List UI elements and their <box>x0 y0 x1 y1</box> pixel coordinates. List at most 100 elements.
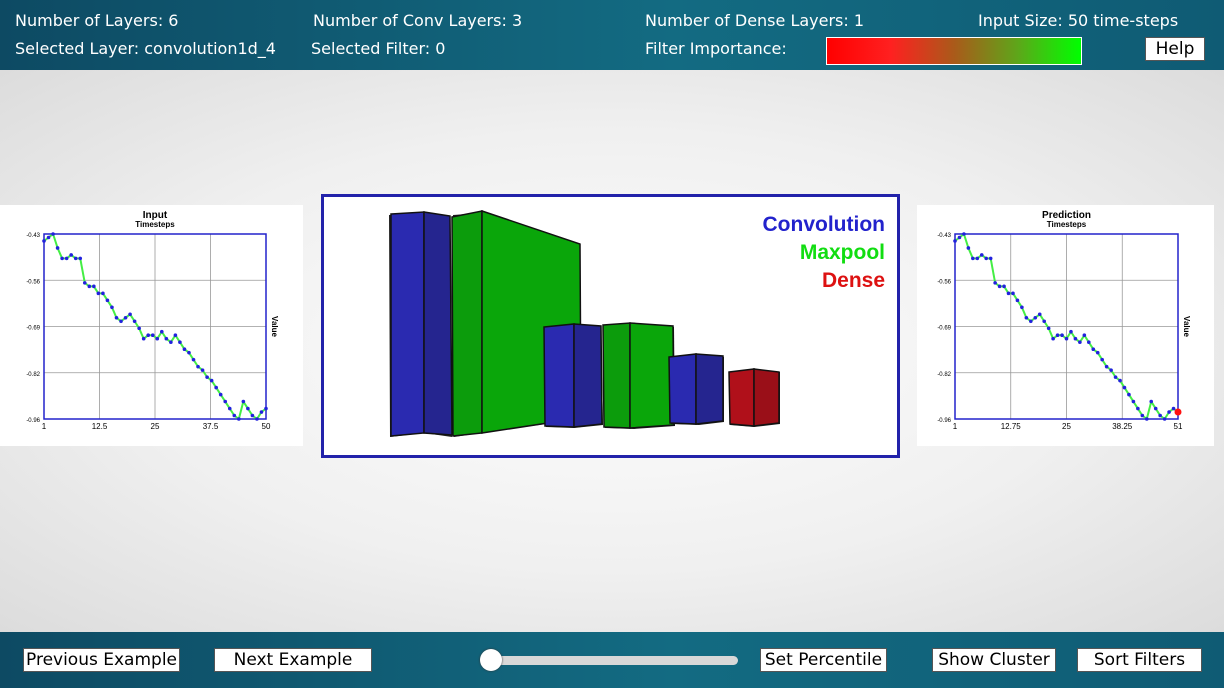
x-tick-label: 25 <box>1062 422 1071 431</box>
data-point <box>73 256 78 261</box>
data-point <box>1153 406 1158 411</box>
data-point <box>159 329 164 334</box>
layer-block-convolution-2[interactable] <box>543 323 603 428</box>
data-point <box>1078 340 1082 345</box>
plot-frame <box>954 233 1179 420</box>
data-point <box>123 315 128 320</box>
data-point <box>209 378 214 383</box>
input-plot[interactable]: Input Timesteps 1 12.5 25 37.5 50 -0.43 -0.56 -0.… <box>0 205 303 446</box>
filter-importance-bar <box>826 37 1082 65</box>
previous-example-button[interactable]: Previous Example <box>23 648 180 672</box>
y-tick-label: -0.96 <box>937 418 951 424</box>
data-point <box>1087 340 1091 345</box>
series-segment <box>989 258 997 284</box>
layer-block-dense[interactable] <box>728 368 780 427</box>
legend-dense: Dense <box>821 269 885 292</box>
data-point <box>1131 399 1136 404</box>
data-point <box>1015 298 1020 303</box>
data-point <box>119 319 123 324</box>
series-segment <box>237 401 245 420</box>
data-point <box>1002 284 1006 289</box>
data-point <box>155 336 160 341</box>
model-architecture-view[interactable]: Convolution Maxpool Dense <box>321 194 900 458</box>
data-point <box>105 298 110 303</box>
data-point <box>1082 333 1087 338</box>
data-point <box>1113 375 1118 379</box>
data-point <box>1091 347 1096 351</box>
data-point <box>997 284 1002 289</box>
set-percentile-button[interactable]: Set Percentile <box>760 648 887 672</box>
data-point <box>205 375 209 379</box>
data-point <box>178 340 182 345</box>
data-point <box>957 235 962 240</box>
data-point <box>114 315 119 320</box>
layer-block-maxpool-2[interactable] <box>602 322 675 429</box>
x-tick-label: 37.5 <box>203 422 219 431</box>
y-tick-label: -0.69 <box>26 326 40 332</box>
chart-subtitle: Timesteps <box>1047 220 1087 229</box>
data-point <box>988 256 993 261</box>
data-point <box>182 347 187 351</box>
y-tick-label: -0.82 <box>937 372 951 378</box>
data-point <box>191 357 196 362</box>
chart-title: Prediction <box>1042 210 1091 221</box>
layer-block-convolution-1[interactable] <box>389 211 453 437</box>
data-point <box>1006 291 1011 296</box>
prediction-plot[interactable]: Prediction Timesteps 1 12.75 25 38.25 51 -0.43 -… <box>917 205 1214 446</box>
data-point <box>1042 319 1046 324</box>
data-point <box>1024 315 1029 320</box>
filter-importance-label: Filter Importance: <box>645 39 787 58</box>
data-point <box>255 417 259 421</box>
data-point <box>164 336 169 341</box>
data-point <box>64 256 69 261</box>
x-tick-label: 1 <box>42 422 47 431</box>
series-segment <box>962 233 970 249</box>
data-point <box>223 399 228 404</box>
data-point <box>87 284 92 289</box>
plot-frame <box>43 233 267 420</box>
data-point <box>1158 413 1162 418</box>
data-point <box>1174 408 1182 416</box>
data-point <box>984 256 989 261</box>
data-point <box>237 417 241 421</box>
data-point <box>1051 336 1055 341</box>
data-point <box>1069 329 1073 334</box>
series-segment <box>967 247 974 259</box>
data-point <box>264 406 268 411</box>
data-point <box>1055 333 1060 338</box>
data-point <box>1109 368 1113 372</box>
data-point <box>1064 336 1069 341</box>
data-point <box>187 350 191 355</box>
series-segment <box>56 247 64 259</box>
data-point <box>1127 392 1131 397</box>
data-point <box>78 256 83 261</box>
y-tick-label: -0.69 <box>937 326 951 332</box>
data-point <box>993 281 997 285</box>
sort-filters-button[interactable]: Sort Filters <box>1077 648 1202 672</box>
percentile-slider-thumb[interactable] <box>480 649 502 671</box>
data-point <box>1037 312 1042 317</box>
next-example-button[interactable]: Next Example <box>214 648 372 672</box>
number-of-layers: Number of Layers: 6 <box>15 11 179 30</box>
data-point <box>1140 413 1145 418</box>
data-point <box>246 406 250 411</box>
help-button[interactable]: Help <box>1145 37 1205 61</box>
x-tick-label: 38.25 <box>1112 422 1133 431</box>
data-point <box>51 232 55 236</box>
y-tick-label: -0.82 <box>26 372 40 378</box>
data-point <box>69 253 73 257</box>
data-point <box>1029 319 1033 324</box>
data-point <box>46 235 51 240</box>
x-tick-label: 12.75 <box>1001 422 1022 431</box>
percentile-slider-track[interactable] <box>489 656 738 665</box>
show-cluster-button[interactable]: Show Cluster <box>932 648 1056 672</box>
data-point <box>1046 326 1051 331</box>
input-size: Input Size: 50 time-steps <box>978 11 1179 30</box>
data-point <box>42 239 46 243</box>
layer-block-convolution-3[interactable] <box>668 353 724 425</box>
data-point <box>232 413 237 418</box>
data-point <box>200 368 205 372</box>
y-tick-label: -0.96 <box>26 418 40 424</box>
y-tick-label: -0.56 <box>937 279 951 285</box>
